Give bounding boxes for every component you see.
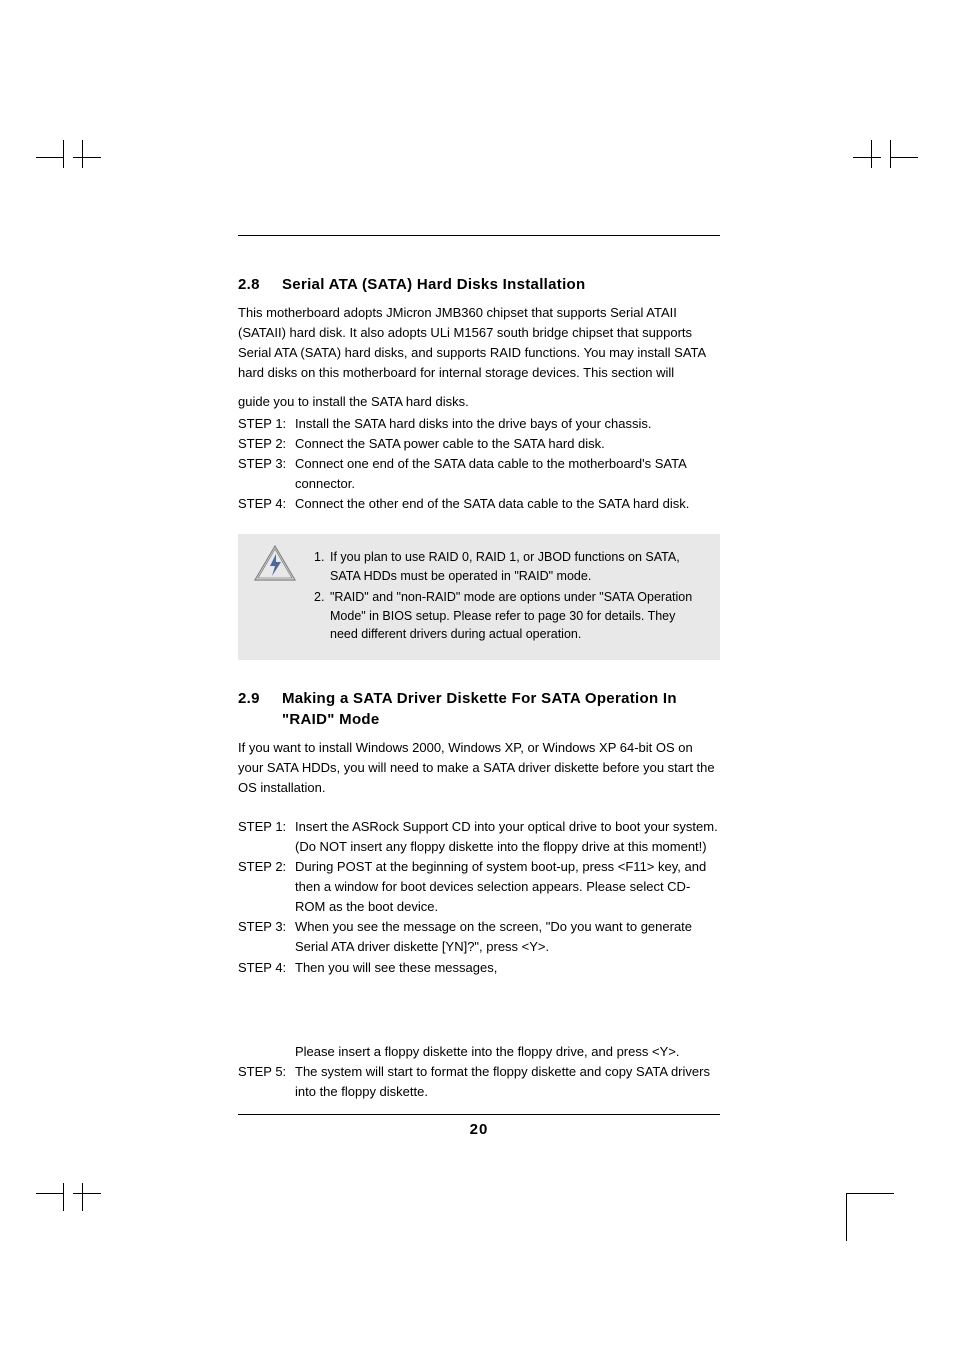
step-row: STEP 4: Then you will see these messages… (238, 958, 720, 978)
section-title-line2: "RAID" Mode (238, 709, 720, 730)
step-text: The system will start to format the flop… (295, 1062, 720, 1102)
step-row: STEP 3: When you see the message on the … (238, 917, 720, 957)
crop-mark (73, 157, 101, 158)
crop-mark (846, 1193, 847, 1241)
step-row: STEP 2: Connect the SATA power cable to … (238, 434, 720, 454)
step-row: STEP 1: Install the SATA hard disks into… (238, 414, 720, 434)
crop-mark (890, 140, 891, 168)
lightning-icon (252, 544, 302, 589)
note-number: 2. (314, 588, 330, 644)
step-row: STEP 4: Connect the other end of the SAT… (238, 494, 720, 514)
step-label: STEP 3: (238, 917, 295, 957)
step-label: STEP 3: (238, 454, 295, 494)
crop-mark (63, 140, 64, 168)
step-label: STEP 4: (238, 958, 295, 978)
crop-mark (890, 157, 918, 158)
note-text: If you plan to use RAID 0, RAID 1, or JB… (330, 548, 706, 586)
page-content: 2.8Serial ATA (SATA) Hard Disks Installa… (238, 235, 720, 1138)
step-label: STEP 1: (238, 817, 295, 857)
section-title-line1: Making a SATA Driver Diskette For SATA O… (282, 690, 677, 707)
section-title: Serial ATA (SATA) Hard Disks Installatio… (282, 276, 585, 293)
step-row: STEP 5: The system will start to format … (238, 1062, 720, 1102)
step-label: STEP 4: (238, 494, 295, 514)
note-item: 1. If you plan to use RAID 0, RAID 1, or… (314, 548, 706, 586)
crop-mark (73, 1193, 101, 1194)
crop-mark (82, 140, 83, 168)
step-text: Connect the other end of the SATA data c… (295, 494, 720, 514)
step-label: STEP 2: (238, 857, 295, 917)
note-item: 2. "RAID" and "non-RAID" mode are option… (314, 588, 706, 644)
step-text: When you see the message on the screen, … (295, 917, 720, 957)
note-number: 1. (314, 548, 330, 586)
step-label-empty (238, 1042, 295, 1062)
crop-mark (36, 157, 64, 158)
step-row: STEP 2: During POST at the beginning of … (238, 857, 720, 917)
section-2-9-intro: If you want to install Windows 2000, Win… (238, 738, 720, 798)
step-label: STEP 2: (238, 434, 295, 454)
section-2-8-heading: 2.8Serial ATA (SATA) Hard Disks Installa… (238, 274, 720, 295)
note-text: "RAID" and "non-RAID" mode are options u… (330, 588, 706, 644)
step-text: Connect the SATA power cable to the SATA… (295, 434, 720, 454)
step-continuation: Please insert a floppy diskette into the… (238, 1042, 720, 1062)
section-2-8-intro2: guide you to install the SATA hard disks… (238, 392, 720, 412)
step-row: STEP 3: Connect one end of the SATA data… (238, 454, 720, 494)
step-row: STEP 1: Insert the ASRock Support CD int… (238, 817, 720, 857)
top-rule (238, 235, 720, 236)
crop-mark (82, 1183, 83, 1211)
crop-mark (63, 1183, 64, 1211)
step-label: STEP 1: (238, 414, 295, 434)
gap (238, 978, 720, 1042)
crop-mark (853, 157, 881, 158)
crop-mark (846, 1193, 894, 1194)
step-text: Insert the ASRock Support CD into your o… (295, 817, 720, 857)
step-text: Please insert a floppy diskette into the… (295, 1042, 720, 1062)
crop-mark (871, 140, 872, 168)
bottom-rule (238, 1114, 720, 1115)
section-number: 2.9 (238, 688, 282, 709)
step-label: STEP 5: (238, 1062, 295, 1102)
page-number: 20 (238, 1121, 720, 1138)
step-text: Then you will see these messages, (295, 958, 720, 978)
section-2-8-intro: This motherboard adopts JMicron JMB360 c… (238, 303, 720, 384)
section-2-9-heading: 2.9Making a SATA Driver Diskette For SAT… (238, 688, 720, 730)
step-text: During POST at the beginning of system b… (295, 857, 720, 917)
step-text: Install the SATA hard disks into the dri… (295, 414, 720, 434)
note-box: 1. If you plan to use RAID 0, RAID 1, or… (238, 534, 720, 660)
section-number: 2.8 (238, 274, 282, 295)
crop-mark (36, 1193, 64, 1194)
note-content: 1. If you plan to use RAID 0, RAID 1, or… (314, 548, 706, 646)
step-text: Connect one end of the SATA data cable t… (295, 454, 720, 494)
